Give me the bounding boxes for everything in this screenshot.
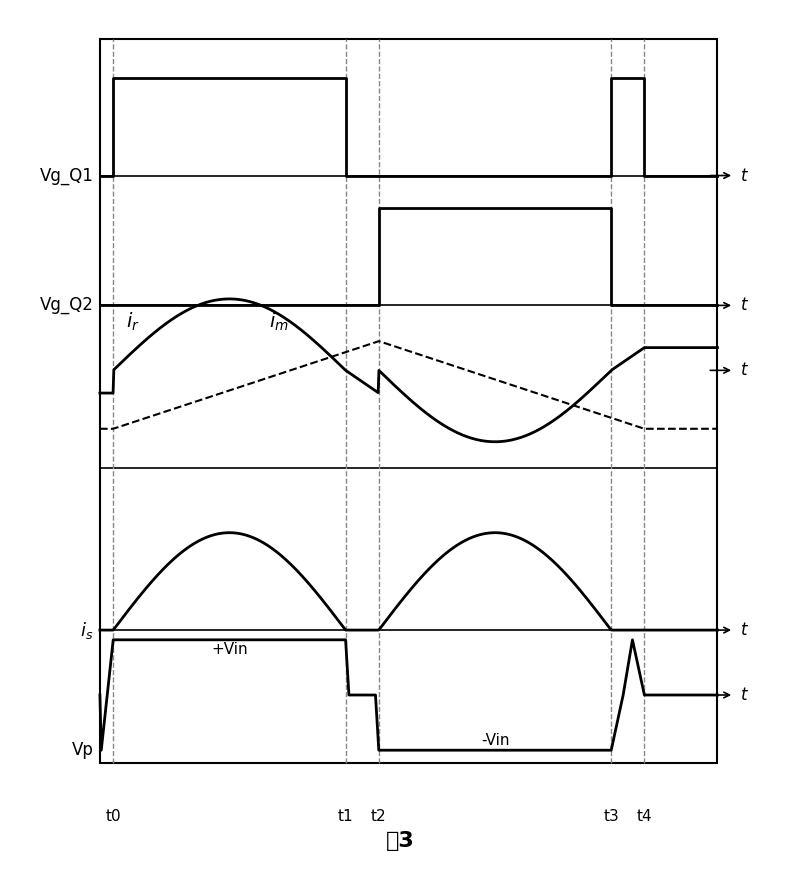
Text: $i_m$: $i_m$ (270, 311, 289, 333)
Text: t: t (741, 297, 747, 314)
Text: $i_r$: $i_r$ (126, 311, 140, 333)
Text: +Vin: +Vin (211, 642, 248, 657)
Text: t1: t1 (338, 808, 354, 823)
Text: Vp: Vp (71, 741, 94, 760)
Text: t: t (741, 361, 747, 380)
Text: t: t (741, 621, 747, 639)
Text: Vg_Q2: Vg_Q2 (39, 297, 94, 314)
Text: -Vin: -Vin (481, 733, 510, 748)
Text: t0: t0 (106, 808, 121, 823)
Text: t3: t3 (603, 808, 619, 823)
Text: Vg_Q1: Vg_Q1 (39, 167, 94, 184)
Text: t4: t4 (637, 808, 652, 823)
Text: 图3: 图3 (386, 831, 414, 851)
Text: t: t (741, 167, 747, 184)
Text: t2: t2 (371, 808, 386, 823)
Text: $i_s$: $i_s$ (80, 620, 94, 641)
Text: t: t (741, 686, 747, 704)
